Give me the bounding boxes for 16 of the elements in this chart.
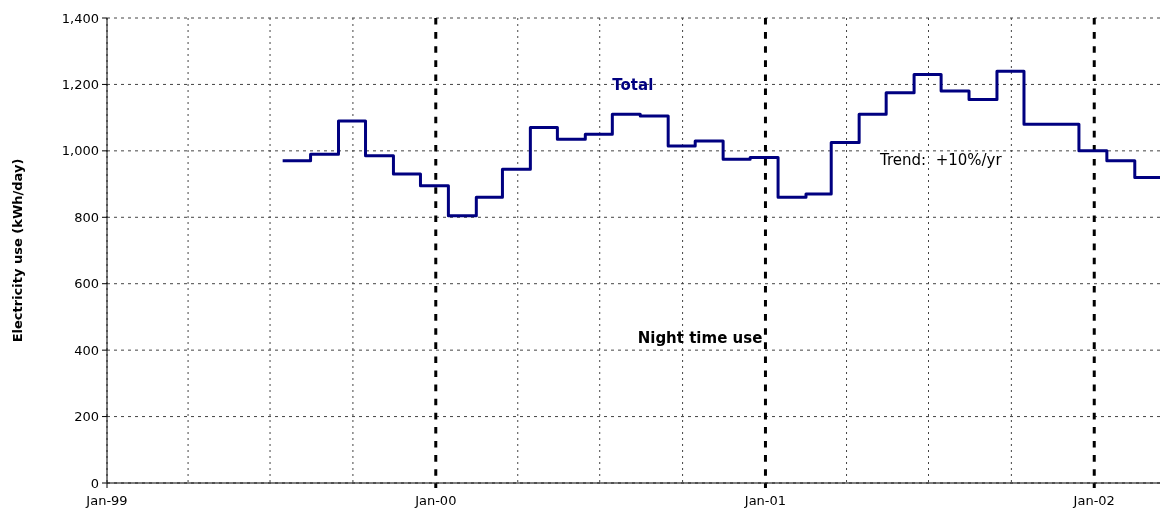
y-axis-title: Electricity use (kWh/day): [10, 158, 25, 343]
y-tick-label: 0: [90, 475, 99, 491]
x-tick-label: Jan-02: [1072, 493, 1115, 508]
annotation: Night time use: [637, 329, 763, 347]
y-tick-label: 400: [74, 342, 99, 358]
x-tick-label: Jan-00: [414, 493, 457, 508]
y-tick-label: 1,200: [61, 76, 99, 92]
y-tick-label: 600: [74, 276, 99, 292]
x-tick-label: Jan-99: [85, 493, 128, 508]
y-tick-label: 200: [74, 409, 99, 425]
y-tick-label: 800: [74, 209, 99, 225]
y-tick-label: 1,400: [61, 10, 99, 26]
y-tick-label: 1,000: [61, 143, 99, 159]
x-tick-label: Jan-01: [743, 493, 787, 508]
annotation: Trend: +10%/yr: [879, 151, 1003, 169]
series-label: Total: [612, 76, 654, 95]
